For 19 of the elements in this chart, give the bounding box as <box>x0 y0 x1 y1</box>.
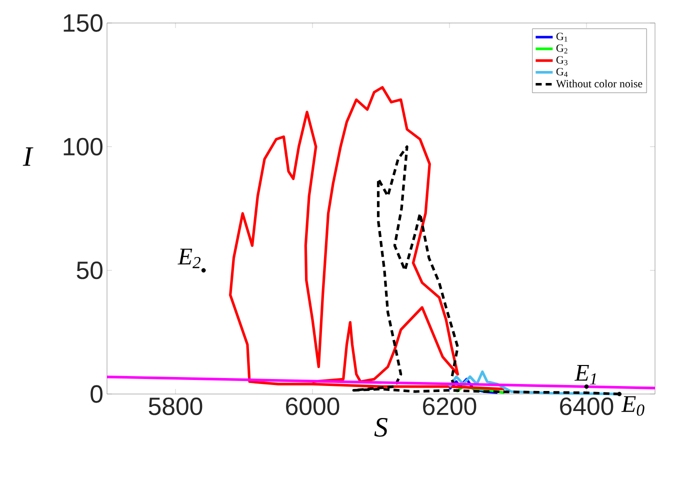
y-tick-label: 50 <box>76 262 102 280</box>
legend-label: G$_{4}$ <box>556 68 568 77</box>
legend-label: G$_{3}$ <box>556 56 568 66</box>
annotation: E$_{1}$ <box>574 365 596 384</box>
x-tick-label: 5800 <box>148 398 202 416</box>
x-tick-label: 6200 <box>423 398 476 416</box>
annotation: E$_{0}$ <box>621 396 644 416</box>
legend-label: Without color noise <box>556 80 642 88</box>
legend-label: G$_{1}$ <box>556 32 568 42</box>
x-axis-title: S <box>374 418 388 437</box>
x-tick-label: 6400 <box>560 398 614 416</box>
legend-label: G$_{2}$ <box>556 44 568 54</box>
y-tick-label: 150 <box>64 14 102 32</box>
x-tick-label: 6000 <box>286 398 340 416</box>
annotation: E$_{2}$ <box>178 248 201 268</box>
line-series <box>229 86 506 390</box>
y-tick-label: 100 <box>64 138 102 156</box>
y-axis-title: I <box>22 147 34 166</box>
y-tick-label: 0 <box>90 385 102 403</box>
